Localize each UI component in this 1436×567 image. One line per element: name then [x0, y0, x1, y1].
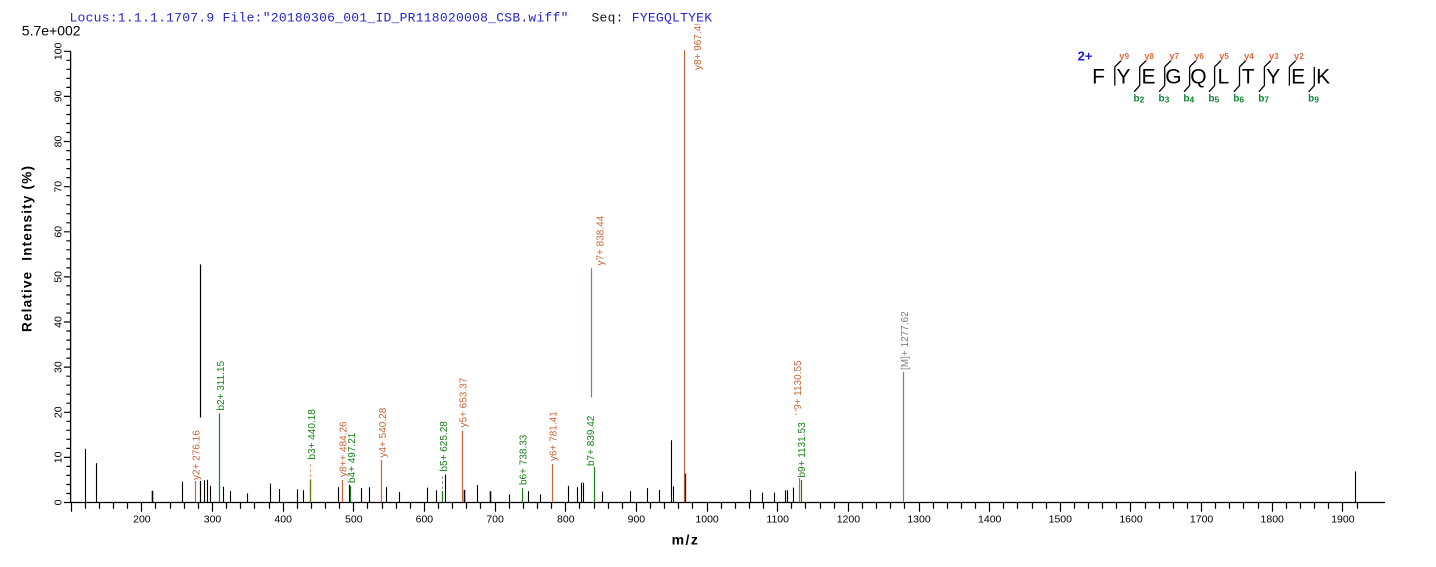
- svg-text:y8++ 484.26: y8++ 484.26: [339, 421, 350, 477]
- svg-text:1700: 1700: [1190, 514, 1214, 526]
- svg-text:y3: y3: [1269, 51, 1279, 62]
- svg-text:y5+ 653.37: y5+ 653.37: [459, 377, 470, 427]
- svg-text:Locus:1.1.1.1707.9 File:"20180: Locus:1.1.1.1707.9 File:"20180306_001_ID…: [70, 11, 569, 26]
- svg-text:G: G: [1165, 65, 1181, 88]
- svg-text:b6+ 738.33: b6+ 738.33: [519, 434, 530, 485]
- svg-text:900: 900: [628, 514, 646, 526]
- svg-text:20: 20: [53, 406, 65, 418]
- svg-text:m/z: m/z: [672, 532, 700, 548]
- svg-text:b7+ 839.42: b7+ 839.42: [586, 415, 597, 466]
- svg-text:600: 600: [416, 514, 434, 526]
- svg-text:y4+ 540.28: y4+ 540.28: [378, 407, 389, 457]
- svg-text:K: K: [1316, 65, 1330, 88]
- svg-text:100: 100: [53, 42, 65, 60]
- svg-text:y6: y6: [1194, 51, 1204, 62]
- svg-text:y5: y5: [1219, 51, 1229, 62]
- svg-text:10: 10: [53, 451, 65, 463]
- svg-text:400: 400: [274, 514, 292, 526]
- svg-text:Seq: FYEGQLTYEK: Seq: FYEGQLTYEK: [592, 11, 713, 26]
- svg-text:1200: 1200: [837, 514, 861, 526]
- svg-text:E: E: [1291, 65, 1305, 88]
- svg-text:Y: Y: [1266, 65, 1280, 88]
- svg-text:80: 80: [53, 136, 65, 148]
- svg-text:b5: b5: [1208, 94, 1219, 105]
- svg-text:b4+ 497.21: b4+ 497.21: [347, 432, 358, 483]
- svg-text:1800: 1800: [1261, 514, 1285, 526]
- svg-text:500: 500: [345, 514, 363, 526]
- svg-text:Relative Intensity (%): Relative Intensity (%): [20, 165, 35, 332]
- svg-text:b9: b9: [1308, 94, 1319, 105]
- svg-text:40: 40: [53, 316, 65, 328]
- svg-text:0: 0: [53, 499, 65, 505]
- svg-text:1500: 1500: [1049, 514, 1073, 526]
- svg-text:[M]+ 1277.62: [M]+ 1277.62: [900, 311, 911, 370]
- svg-text:1000: 1000: [695, 514, 719, 526]
- svg-text:b9+ 1131.53: b9+ 1131.53: [797, 422, 808, 478]
- svg-text:y7+ 838.44: y7+ 838.44: [595, 215, 606, 265]
- svg-text:y9: y9: [1119, 51, 1129, 62]
- svg-text:1900: 1900: [1331, 514, 1355, 526]
- svg-text:2+: 2+: [1078, 49, 1093, 64]
- svg-text:E: E: [1141, 65, 1155, 88]
- svg-text:L: L: [1217, 65, 1229, 88]
- svg-text:y6+ 781.41: y6+ 781.41: [549, 411, 560, 461]
- svg-text:b4: b4: [1183, 94, 1194, 105]
- svg-text:F: F: [1092, 65, 1105, 88]
- svg-text:y4: y4: [1244, 51, 1254, 62]
- svg-text:200: 200: [133, 514, 151, 526]
- svg-text:30: 30: [53, 361, 65, 373]
- svg-text:y2: y2: [1294, 51, 1304, 62]
- svg-text:800: 800: [557, 514, 575, 526]
- svg-text:y8+ 967.49: y8+ 967.49: [693, 20, 704, 70]
- svg-text:1400: 1400: [978, 514, 1002, 526]
- svg-text:1300: 1300: [907, 514, 931, 526]
- svg-text:1600: 1600: [1119, 514, 1143, 526]
- svg-text:5.7e+002: 5.7e+002: [22, 23, 81, 39]
- svg-text:b2: b2: [1134, 94, 1145, 105]
- svg-text:b7: b7: [1258, 94, 1269, 105]
- svg-text:70: 70: [53, 181, 65, 193]
- svg-text:Y: Y: [1116, 65, 1130, 88]
- svg-text:300: 300: [204, 514, 222, 526]
- svg-text:b2+ 311.15: b2+ 311.15: [216, 360, 227, 410]
- svg-text:1100: 1100: [766, 514, 789, 526]
- svg-text:700: 700: [486, 514, 504, 526]
- svg-text:T: T: [1242, 65, 1255, 88]
- svg-text:b3+ 440.18: b3+ 440.18: [307, 409, 318, 460]
- svg-text:Q: Q: [1190, 65, 1206, 88]
- svg-text:b3: b3: [1159, 94, 1170, 105]
- svg-text:60: 60: [53, 226, 65, 238]
- svg-text:b5+ 625.28: b5+ 625.28: [439, 421, 450, 472]
- svg-text:y2+ 276.16: y2+ 276.16: [191, 430, 202, 480]
- svg-text:90: 90: [53, 90, 65, 102]
- svg-text:y9+ 1130.55: y9+ 1130.55: [793, 360, 804, 415]
- svg-text:y7: y7: [1169, 51, 1179, 62]
- svg-text:b6: b6: [1233, 94, 1244, 105]
- svg-text:50: 50: [53, 271, 65, 283]
- svg-text:y8: y8: [1144, 51, 1154, 62]
